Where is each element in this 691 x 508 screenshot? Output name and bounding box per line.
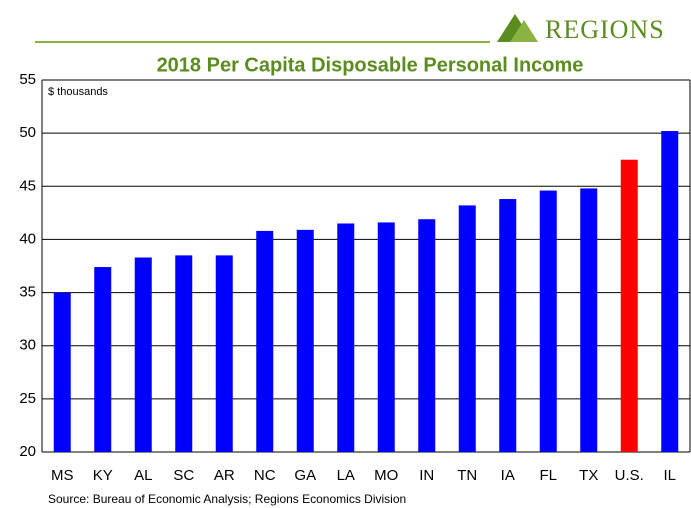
bar <box>134 257 152 452</box>
x-tick-label: NC <box>254 467 276 484</box>
x-tick-label: SC <box>173 467 194 484</box>
bar <box>256 230 274 452</box>
source: Source: Bureau of Economic Analysis; Reg… <box>48 492 406 506</box>
bar <box>418 219 436 452</box>
y-tick-label: 40 <box>19 230 36 247</box>
y-tick-label: 30 <box>19 337 36 354</box>
x-tick-label: AL <box>134 467 152 484</box>
x-tick-label: MO <box>374 467 398 484</box>
x-tick-label: LA <box>337 467 355 484</box>
x-tick-label: GA <box>294 467 316 484</box>
x-tick-label: MS <box>51 467 74 484</box>
y-tick-label: 20 <box>19 443 36 460</box>
bar <box>296 229 314 452</box>
bar <box>620 159 638 452</box>
x-tick-label: TX <box>579 467 598 484</box>
bar <box>661 131 679 452</box>
x-tick-label: KY <box>93 467 113 484</box>
x-tick-label: IN <box>419 467 434 484</box>
y-tick-label: 35 <box>19 284 36 301</box>
x-tick-label: U.S. <box>615 467 644 484</box>
chart-title: 2018 Per Capita Disposable Personal Inco… <box>157 54 584 76</box>
x-tick-label: FL <box>539 467 557 484</box>
bar <box>499 199 517 452</box>
bar <box>175 255 193 452</box>
bar <box>337 223 355 452</box>
logo-icon <box>510 20 538 42</box>
x-tick-label: IA <box>501 467 515 484</box>
bar <box>377 222 395 452</box>
y-tick-label: 50 <box>19 124 36 141</box>
bar <box>539 190 557 452</box>
x-tick-label: TN <box>457 467 477 484</box>
y-tick-label: 25 <box>19 390 36 407</box>
bar <box>458 205 476 452</box>
y-tick-label: 55 <box>19 71 36 88</box>
y-tick-label: 45 <box>19 177 36 194</box>
bar <box>580 188 598 452</box>
y-axis-label: $ thousands <box>48 86 108 98</box>
bar <box>94 267 112 452</box>
x-tick-label: AR <box>214 467 235 484</box>
bar <box>215 255 233 452</box>
logo: REGIONS <box>545 15 665 44</box>
bar <box>53 292 71 452</box>
x-tick-label: IL <box>663 467 676 484</box>
